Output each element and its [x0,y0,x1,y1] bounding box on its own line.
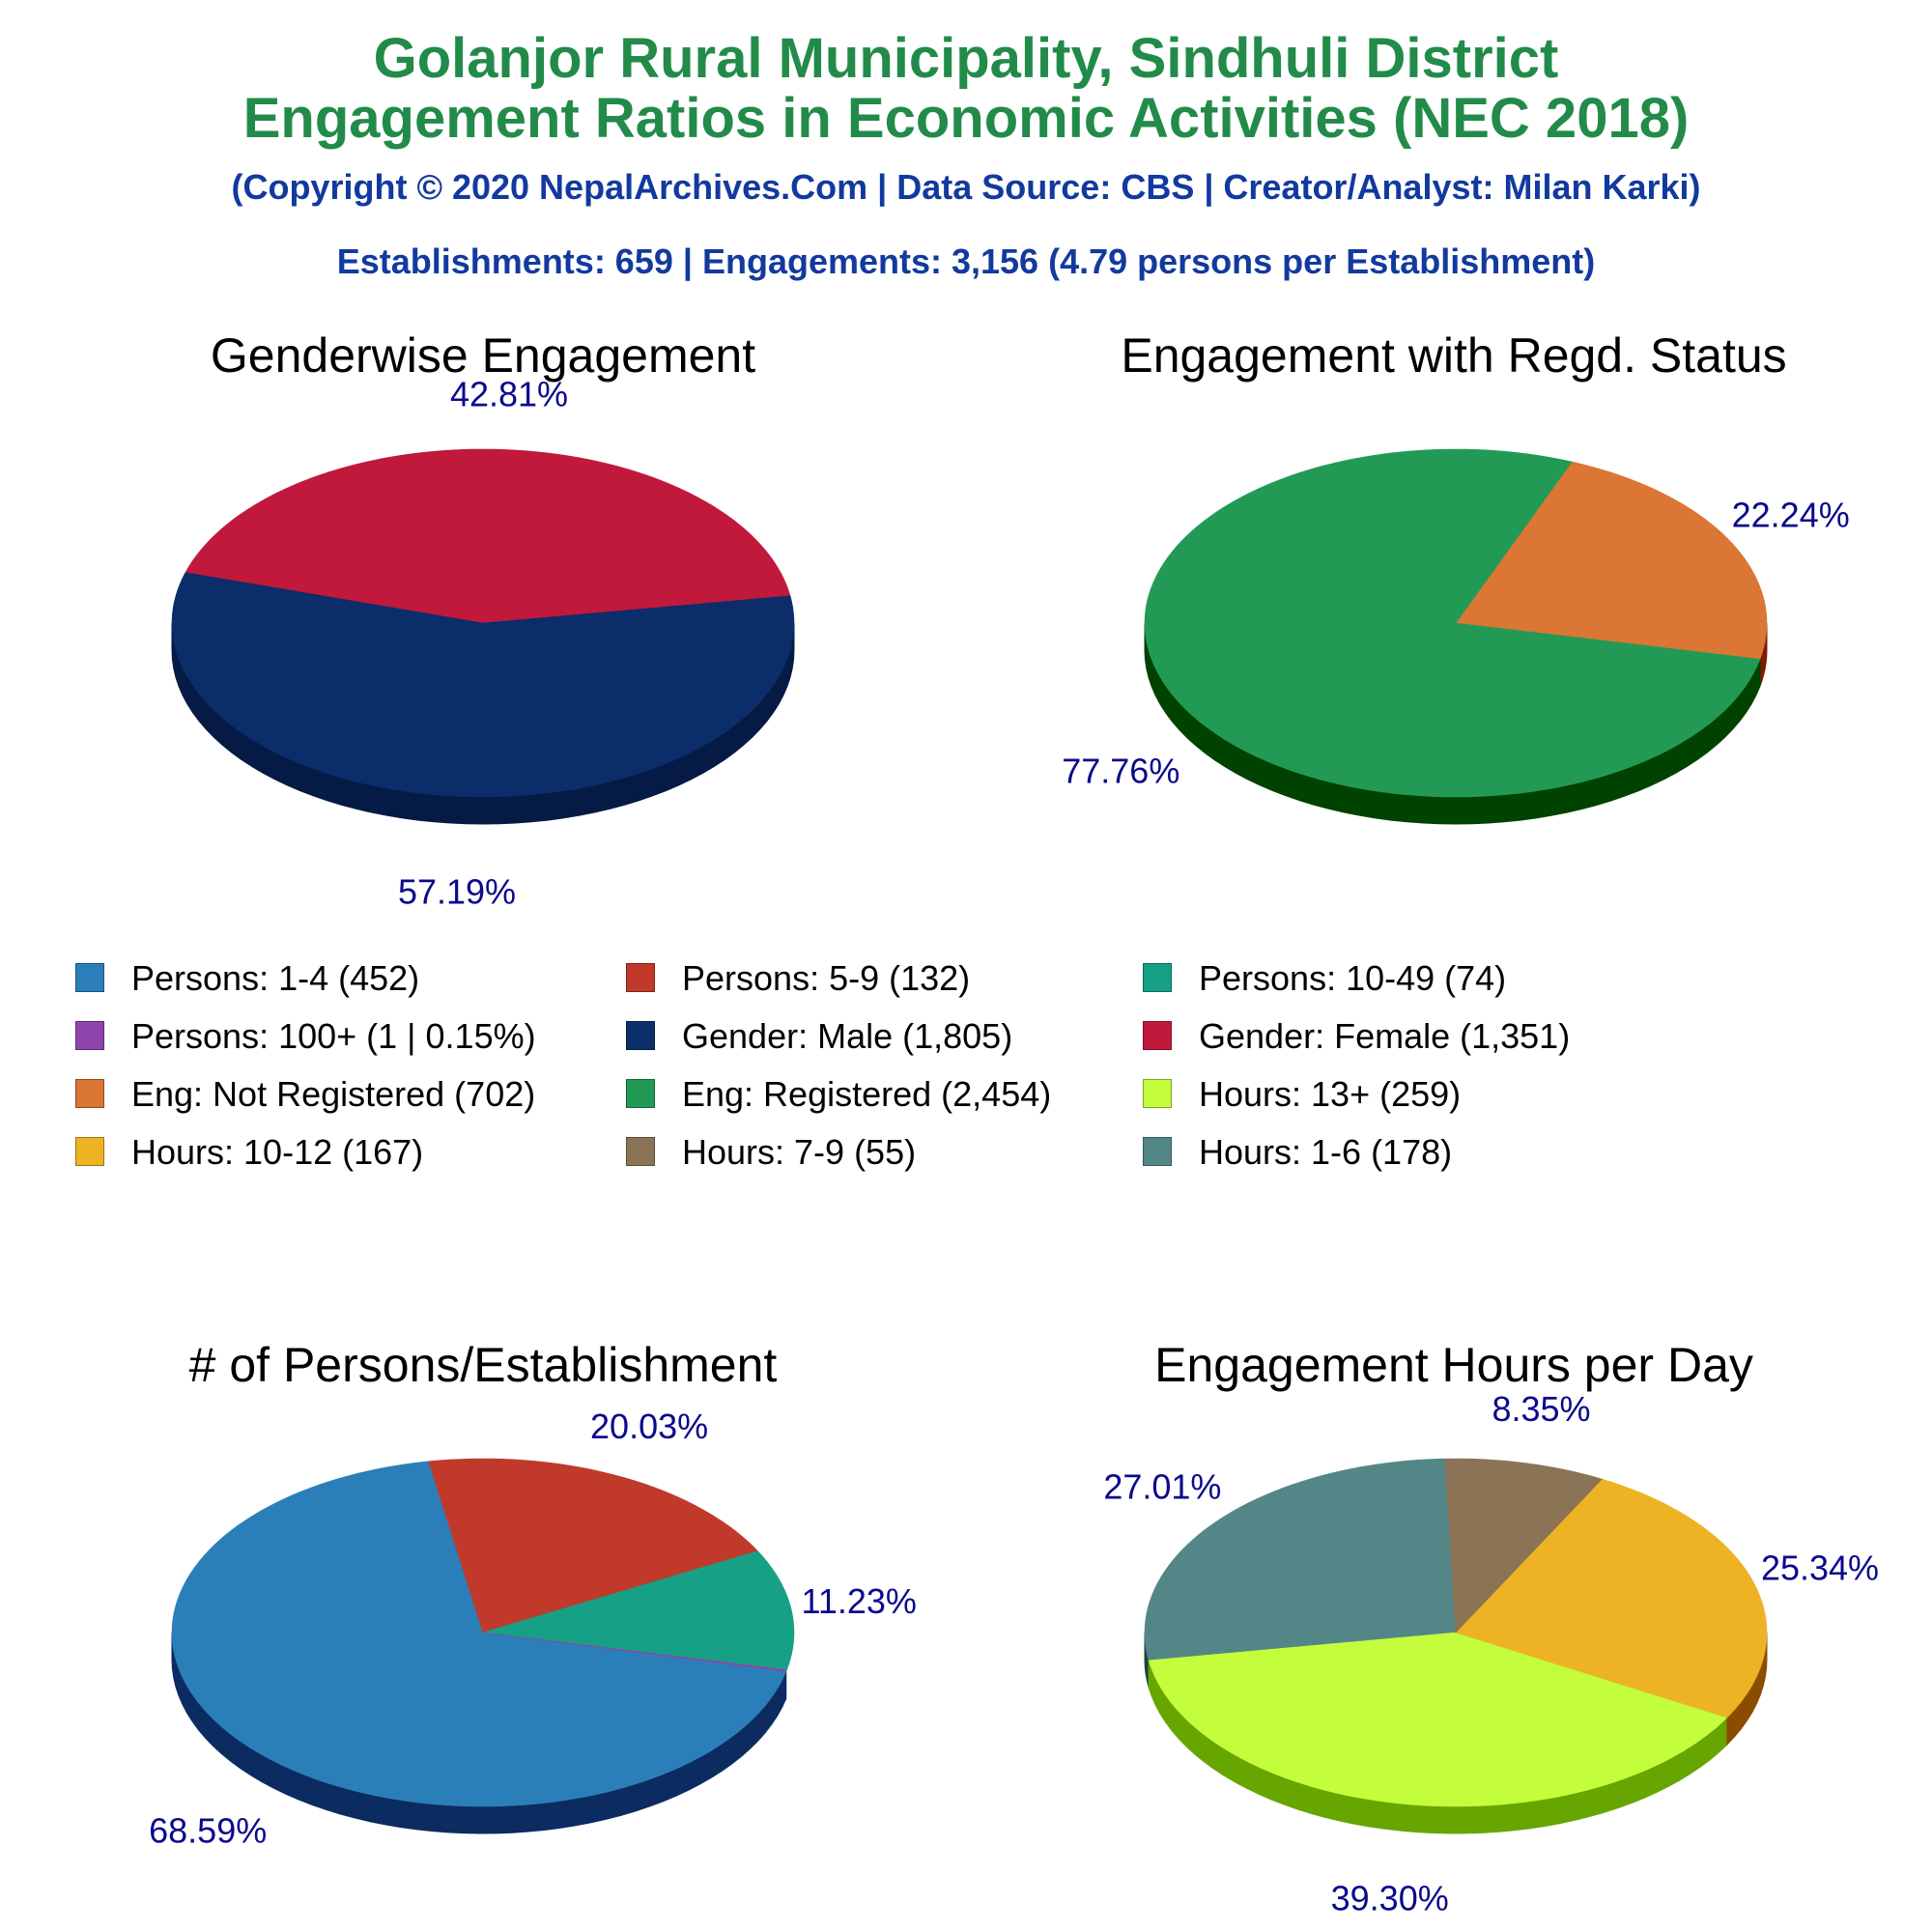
legend-swatch [1143,1079,1172,1108]
legend-label: Persons: 10-49 (74) [1199,958,1507,998]
legend-swatch [626,1137,655,1166]
chart-title-line2: Engagement Ratios in Economic Activities… [242,87,1690,150]
pie-chart-3: 27.01% 39.30% 25.34% 8.35% [1103,1389,1879,1918]
pie-percent-label: 11.23% [801,1581,916,1621]
pie-slice-persons-5-9 [428,1458,758,1634]
pie-percent-label: 42.81% [450,374,568,413]
pie-slice-gender-male [171,572,795,798]
legend-label: Hours: 1-6 (178) [1199,1132,1453,1172]
pie-percent-label: 25.34% [1761,1548,1879,1587]
legend-label: Eng: Not Registered (702) [131,1074,536,1114]
pie-percent-label: 57.19% [398,872,516,912]
chart-title-line1: Golanjor Rural Municipality, Sindhuli Di… [373,27,1559,90]
pie-slice-eng-registered [1144,448,1761,798]
pie-percent-label: 8.35% [1492,1389,1590,1429]
legend-swatch [1143,963,1172,992]
legend-swatch [75,1021,104,1050]
legend-swatch [75,963,104,992]
pie-slice-hours-1-6 [1144,1458,1457,1662]
pie-percent-label: 22.24% [1732,496,1850,535]
legend-label: Hours: 7-9 (55) [682,1132,917,1172]
pie-slice-hours-10-12 [1455,1478,1768,1719]
summary-line: Establishments: 659 | Engagements: 3,156… [336,242,1596,281]
legend-label: Gender: Female (1,351) [1199,1016,1571,1056]
legend-label: Persons: 5-9 (132) [682,958,971,998]
legend-swatch [626,1079,655,1108]
legend-swatch [626,963,655,992]
legend-swatch [75,1137,104,1166]
pie-title-registration: Engagement with Regd. Status [1121,328,1787,383]
pie-slice-hours-7-9 [1444,1458,1603,1634]
legend-label: Persons: 100+ (1 | 0.15%) [131,1016,536,1056]
pie-slice-hours-13- [1148,1632,1728,1807]
pie-percent-label: 39.30% [1331,1879,1449,1918]
pie-slice-persons-100- [482,1632,787,1672]
pie-slice-eng-not-registered [1455,461,1768,660]
legend-swatch [1143,1137,1172,1166]
legend-swatch [75,1079,104,1108]
pie-chart-1: 22.24% 77.76% [1062,448,1850,825]
legend-label: Hours: 13+ (259) [1199,1074,1462,1114]
pie-percent-label: 77.76% [1062,752,1179,791]
pie-chart-0: 42.81% 57.19% [171,374,795,912]
pie-title-gender: Genderwise Engagement [210,328,756,383]
pie-percent-label: 27.01% [1103,1467,1221,1507]
credit-line: (Copyright © 2020 NepalArchives.Com | Da… [231,167,1701,207]
legend-label: Eng: Registered (2,454) [682,1074,1052,1114]
legend-swatch [626,1021,655,1050]
pie-title-persons: # of Persons/Establishment [188,1338,778,1392]
pie-chart-2: 68.59% 20.03% 11.23% [149,1406,917,1851]
pie-slice-persons-1-4 [171,1461,787,1807]
legend-label: Gender: Male (1,805) [682,1016,1013,1056]
legend-label: Persons: 1-4 (452) [131,958,420,998]
pie-percent-label: 20.03% [590,1406,708,1446]
pie-percent-label: 68.59% [149,1810,267,1850]
legend-swatch [1143,1021,1172,1050]
pie-title-hours: Engagement Hours per Day [1154,1338,1753,1392]
pie-slice-gender-female [185,448,791,624]
legend-label: Hours: 10-12 (167) [131,1132,424,1172]
pie-slice-persons-10-49 [482,1550,795,1671]
